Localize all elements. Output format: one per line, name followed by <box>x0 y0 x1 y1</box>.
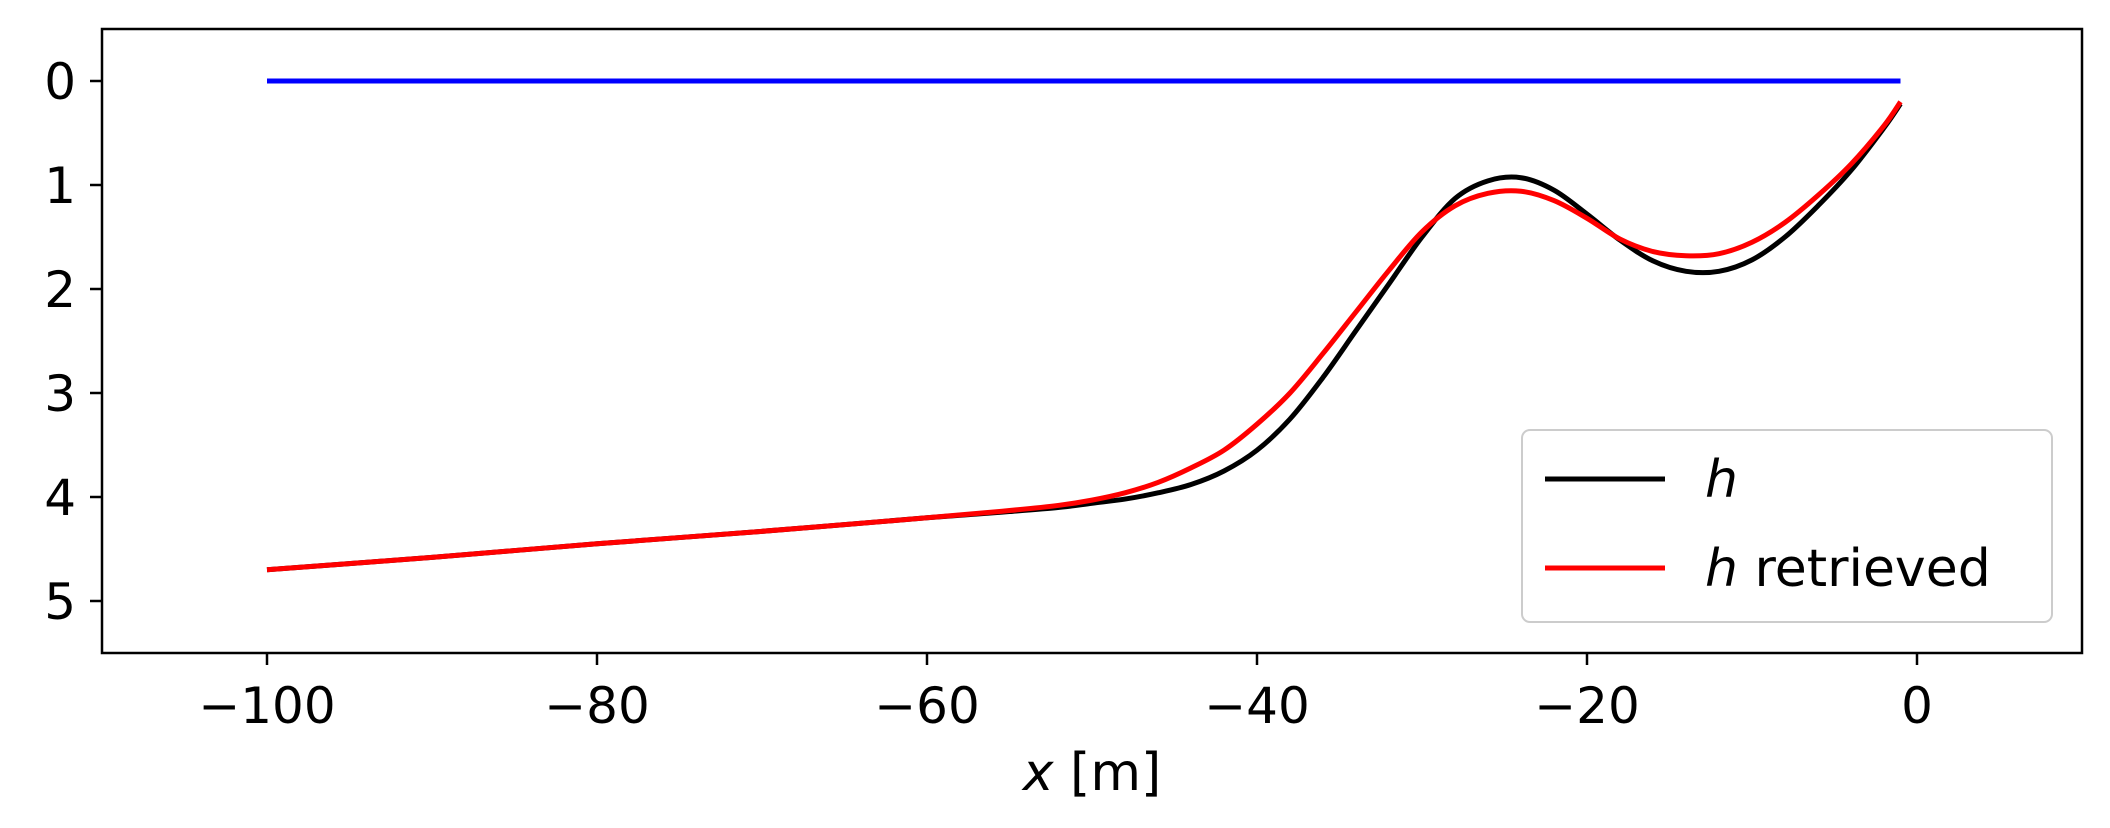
legend: h h retrieved <box>1521 429 2053 623</box>
x-tick-label: −80 <box>544 677 650 735</box>
y-tick-label: 1 <box>44 157 76 215</box>
y-tick-label: 2 <box>44 261 76 319</box>
x-tick-label: −60 <box>874 677 980 735</box>
series-h-retrieved-line <box>266 100 1903 573</box>
x-tick-label: 0 <box>1901 677 1933 735</box>
y-axis: 0 1 2 3 4 5 <box>44 53 102 631</box>
y-tick-label: 0 <box>44 53 76 111</box>
x-axis-label: x [m] <box>1021 743 1162 803</box>
x-axis: −100 −80 −60 −40 −20 0 <box>198 653 1933 735</box>
y-tick-label: 4 <box>44 469 76 527</box>
y-tick-label: 3 <box>44 365 76 423</box>
legend-label-h: h <box>1705 450 1738 510</box>
plot-frame <box>100 27 2084 655</box>
x-tick-label: −100 <box>198 677 335 735</box>
series-layer <box>266 78 1903 573</box>
y-tick-label: 5 <box>44 573 76 631</box>
x-tick-label: −20 <box>1534 677 1640 735</box>
x-tick-label: −40 <box>1204 677 1310 735</box>
legend-label-h-retrieved: h retrieved <box>1705 539 1991 599</box>
